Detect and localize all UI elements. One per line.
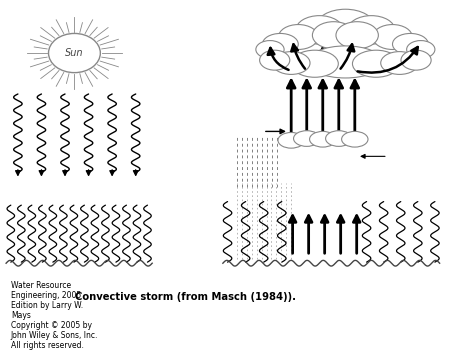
Ellipse shape <box>392 33 428 55</box>
Ellipse shape <box>381 52 419 74</box>
Ellipse shape <box>291 50 338 77</box>
Text: All rights reserved.: All rights reserved. <box>11 341 84 350</box>
Ellipse shape <box>293 131 320 146</box>
Text: Engineering, 2005: Engineering, 2005 <box>11 291 81 300</box>
Ellipse shape <box>407 41 435 59</box>
FancyArrowPatch shape <box>268 48 289 70</box>
Ellipse shape <box>278 24 318 50</box>
Ellipse shape <box>373 24 412 50</box>
Ellipse shape <box>308 46 383 78</box>
Ellipse shape <box>316 9 374 43</box>
Ellipse shape <box>312 22 355 49</box>
Ellipse shape <box>260 50 290 70</box>
Ellipse shape <box>326 131 352 146</box>
Ellipse shape <box>342 131 368 147</box>
FancyArrowPatch shape <box>340 44 354 69</box>
Ellipse shape <box>353 50 400 77</box>
Ellipse shape <box>348 16 395 44</box>
Ellipse shape <box>273 52 310 74</box>
Ellipse shape <box>336 22 378 49</box>
Ellipse shape <box>296 16 343 44</box>
Ellipse shape <box>310 131 336 147</box>
Text: Mays: Mays <box>11 311 31 320</box>
Ellipse shape <box>278 132 304 148</box>
FancyArrowPatch shape <box>357 47 418 73</box>
Text: Sun: Sun <box>65 48 84 58</box>
Text: John Wiley & Sons, Inc.: John Wiley & Sons, Inc. <box>11 331 98 340</box>
Ellipse shape <box>256 41 284 59</box>
Text: Water Resource: Water Resource <box>11 281 71 290</box>
Text: Copyright © 2005 by: Copyright © 2005 by <box>11 321 92 330</box>
Ellipse shape <box>263 33 298 55</box>
Text: Convective storm (from Masch (1984)).: Convective storm (from Masch (1984)). <box>75 292 296 302</box>
Text: Edition by Larry W.: Edition by Larry W. <box>11 301 83 310</box>
Ellipse shape <box>401 50 431 70</box>
FancyArrowPatch shape <box>292 44 305 69</box>
